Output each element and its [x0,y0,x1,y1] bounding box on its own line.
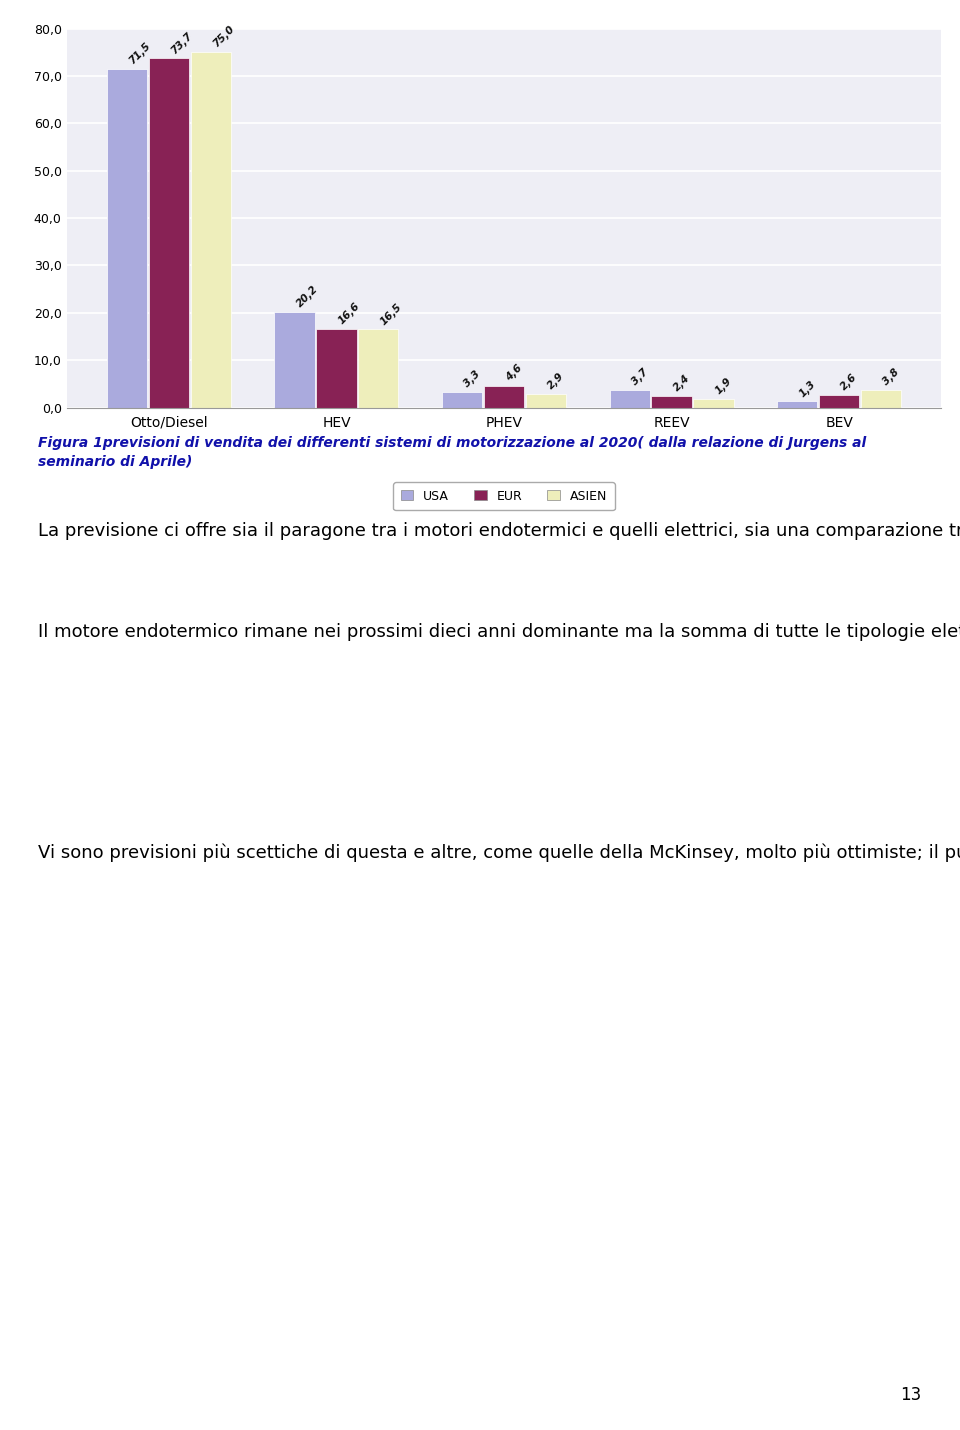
Text: 20,2: 20,2 [295,283,320,309]
Text: La previsione ci offre sia il paragone tra i motori endotermici e quelli elettri: La previsione ci offre sia il paragone t… [38,522,960,541]
Text: 2,9: 2,9 [546,370,566,390]
Bar [819,395,859,408]
Text: 2,6: 2,6 [839,372,859,392]
Bar [526,393,566,408]
Bar [149,59,189,408]
Text: Figura 1previsioni di vendita dei differenti sistemi di motorizzazione al 2020( : Figura 1previsioni di vendita dei differ… [38,436,867,469]
Bar [442,392,482,408]
Text: 3,3: 3,3 [462,369,482,389]
Text: 3,7: 3,7 [630,368,650,388]
Text: 75,0: 75,0 [211,24,236,50]
Legend: USA, EUR, ASIEN: USA, EUR, ASIEN [394,482,614,511]
Bar [107,69,147,408]
Text: 73,7: 73,7 [169,30,194,56]
Text: 71,5: 71,5 [127,40,153,66]
Bar [275,312,315,408]
Bar [358,329,398,408]
Text: 13: 13 [900,1386,922,1404]
Text: 1,9: 1,9 [713,376,733,396]
Bar [652,396,691,408]
Text: Vi sono previsioni più scettiche di questa e altre, come quelle della McKinsey, : Vi sono previsioni più scettiche di ques… [38,844,960,862]
Bar [693,399,733,408]
Text: 1,3: 1,3 [797,379,817,399]
Bar [317,329,356,408]
Text: 3,8: 3,8 [881,366,901,386]
Bar [484,386,524,408]
Bar [610,390,650,408]
Text: Il motore endotermico rimane nei prossimi dieci anni dominante ma la somma di tu: Il motore endotermico rimane nei prossim… [38,622,960,641]
Bar [777,402,817,408]
Bar [191,53,231,408]
Text: 4,6: 4,6 [504,363,524,383]
Text: 16,6: 16,6 [336,300,362,326]
Text: 2,4: 2,4 [672,373,692,393]
Bar [861,389,901,408]
Text: 16,5: 16,5 [378,302,403,326]
